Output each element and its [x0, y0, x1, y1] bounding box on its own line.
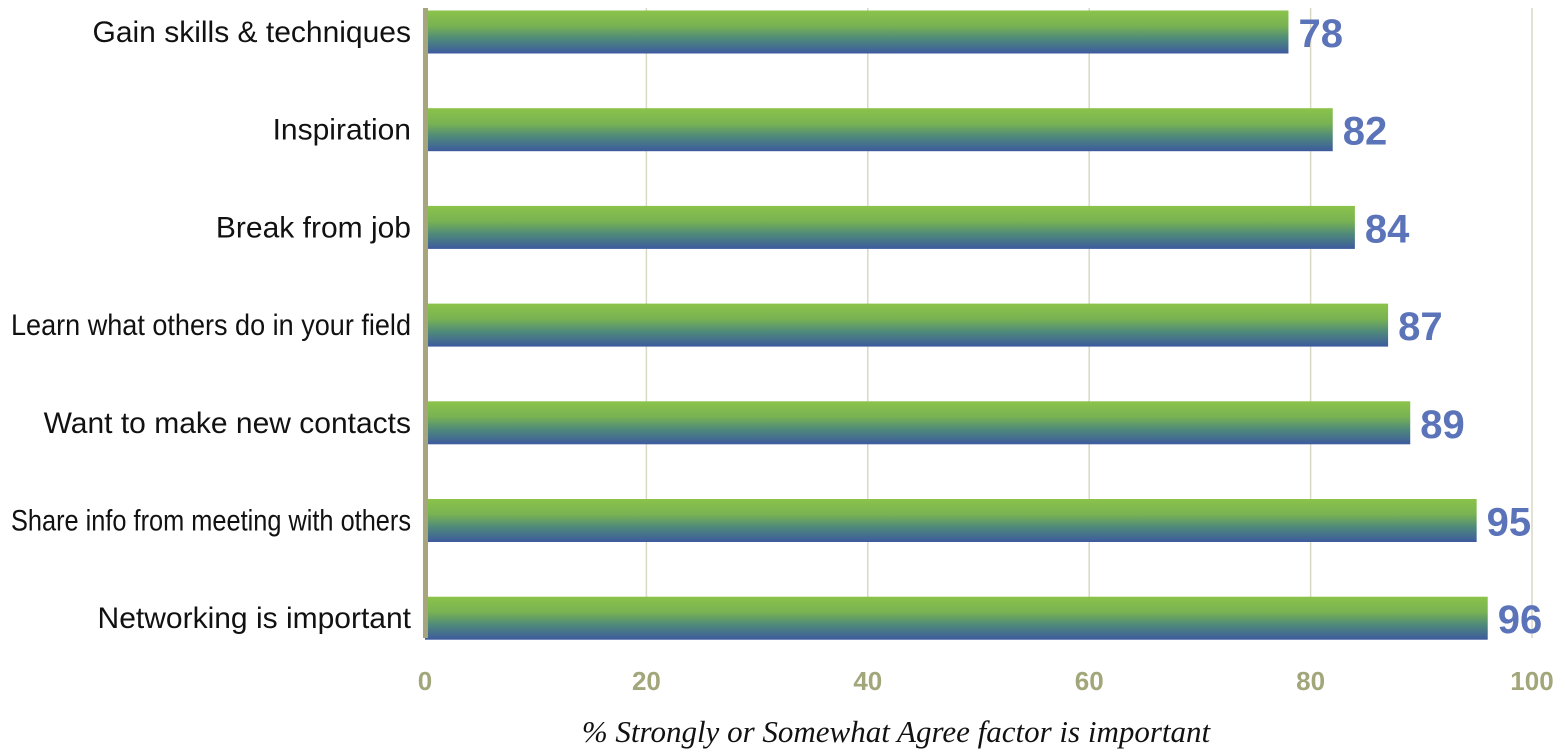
bar-value-label: 84: [1365, 207, 1410, 251]
category-label: Networking is important: [98, 602, 412, 635]
x-tick-label: 60: [1075, 666, 1104, 696]
bar-value-label: 82: [1343, 110, 1388, 154]
category-label: Want to make new contacts: [44, 407, 411, 440]
bar-value-label: 95: [1487, 501, 1532, 545]
bar: [425, 108, 1333, 152]
x-tick-label: 20: [632, 666, 661, 696]
bar-value-label: 78: [1298, 12, 1343, 56]
y-axis-line: [423, 8, 428, 638]
bar: [425, 10, 1289, 54]
bars: 78 82 84 87 89 95 96: [425, 10, 1543, 642]
bar-value-label: 96: [1498, 598, 1543, 642]
x-tick-label: 40: [853, 666, 882, 696]
category-labels: Gain skills & techniques Inspiration Break…: [11, 16, 412, 635]
bar: [425, 205, 1355, 249]
x-axis-ticks: 0 20 40 60 80 100: [418, 666, 1554, 696]
category-label: Break from job: [216, 211, 411, 244]
bar: [425, 303, 1389, 347]
x-axis-title: % Strongly or Somewhat Agree factor is i…: [582, 714, 1212, 749]
bar: [425, 401, 1411, 445]
category-label: Share info from meeting with others: [11, 505, 411, 538]
bar: [425, 499, 1477, 542]
x-tick-label: 100: [1510, 666, 1553, 696]
category-label: Inspiration: [273, 114, 411, 147]
x-tick-label: 80: [1296, 666, 1325, 696]
category-label: Gain skills & techniques: [93, 16, 412, 49]
bar-value-label: 89: [1420, 403, 1465, 447]
category-label: Learn what others do in your field: [11, 309, 411, 342]
bar-value-label: 87: [1398, 305, 1443, 349]
bar: [425, 596, 1488, 640]
x-tick-label: 0: [418, 666, 432, 696]
